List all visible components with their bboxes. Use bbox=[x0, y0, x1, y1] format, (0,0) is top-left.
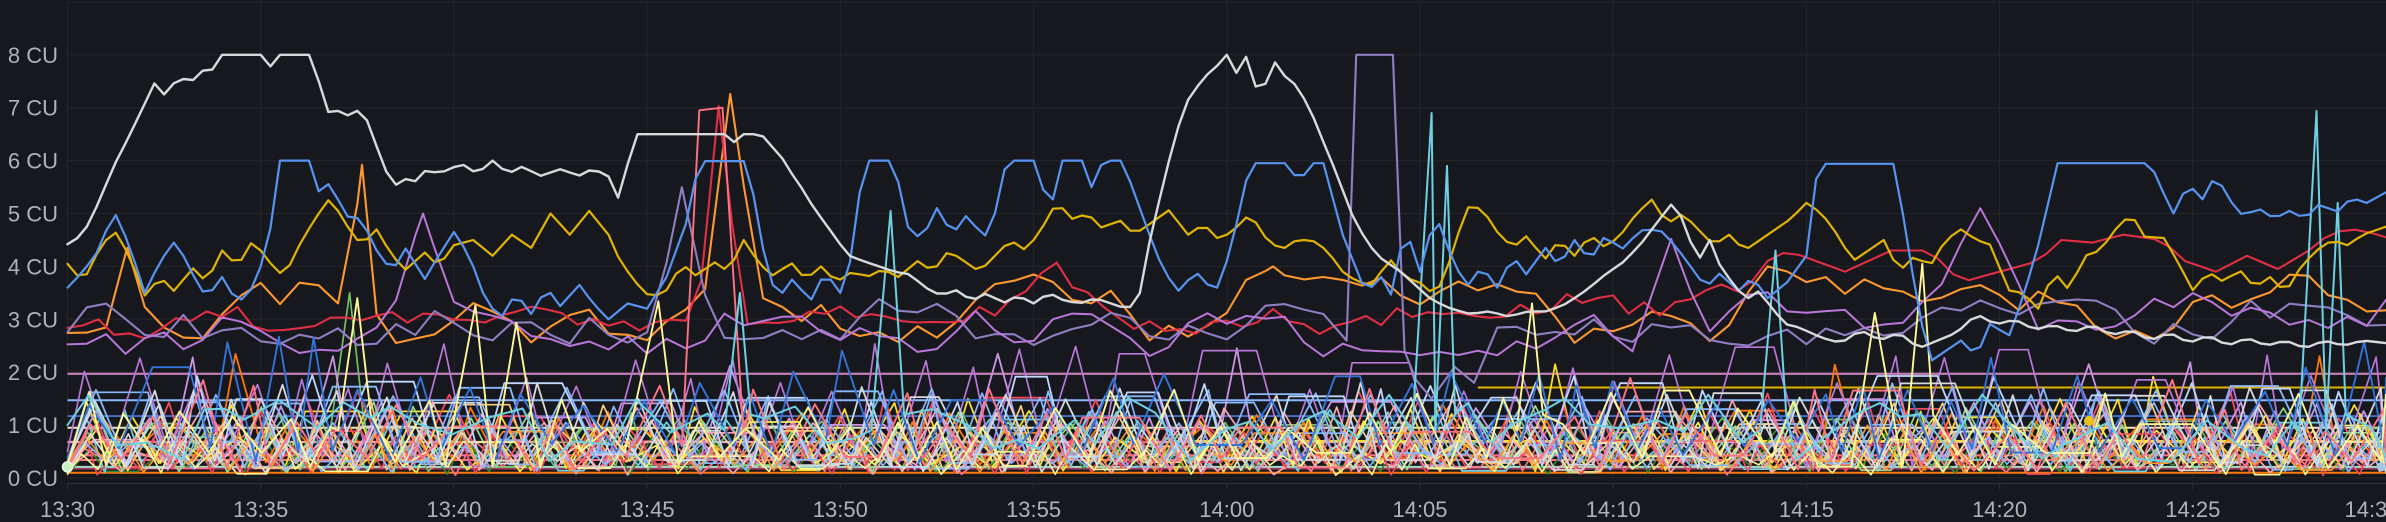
svg-text:3 CU: 3 CU bbox=[8, 307, 58, 332]
svg-text:14:15: 14:15 bbox=[1779, 497, 1834, 522]
svg-text:13:35: 13:35 bbox=[233, 497, 288, 522]
svg-text:0 CU: 0 CU bbox=[8, 466, 58, 491]
svg-text:1 CU: 1 CU bbox=[8, 413, 58, 438]
svg-text:13:55: 13:55 bbox=[1006, 497, 1061, 522]
svg-text:14:05: 14:05 bbox=[1392, 497, 1447, 522]
svg-text:14:20: 14:20 bbox=[1972, 497, 2027, 522]
svg-text:5 CU: 5 CU bbox=[8, 202, 58, 227]
svg-text:13:45: 13:45 bbox=[620, 497, 675, 522]
svg-text:14:25: 14:25 bbox=[2165, 497, 2220, 522]
svg-text:13:30: 13:30 bbox=[40, 497, 95, 522]
svg-text:4 CU: 4 CU bbox=[8, 254, 58, 279]
svg-text:14:30: 14:30 bbox=[2344, 497, 2386, 522]
svg-text:14:10: 14:10 bbox=[1586, 497, 1641, 522]
svg-text:7 CU: 7 CU bbox=[8, 96, 58, 121]
svg-text:2 CU: 2 CU bbox=[8, 360, 58, 385]
svg-text:14:00: 14:00 bbox=[1199, 497, 1254, 522]
svg-text:13:40: 13:40 bbox=[426, 497, 481, 522]
svg-text:8 CU: 8 CU bbox=[8, 43, 58, 68]
svg-text:13:50: 13:50 bbox=[813, 497, 868, 522]
svg-text:6 CU: 6 CU bbox=[8, 149, 58, 174]
